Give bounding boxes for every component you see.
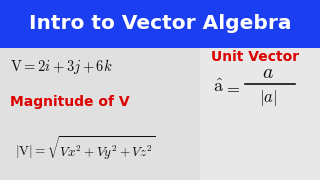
Text: $|\mathrm{V}| = \sqrt{Vx^2 + Vy^2 + Vz^2}$: $|\mathrm{V}| = \sqrt{Vx^2 + Vy^2 + Vz^2… xyxy=(15,134,156,162)
Text: $\mathrm{V} = 2i + 3j + 6k$: $\mathrm{V} = 2i + 3j + 6k$ xyxy=(10,57,113,76)
Text: $\hat{\mathrm{a}}$: $\hat{\mathrm{a}}$ xyxy=(212,78,223,96)
Text: Intro to Vector Algebra: Intro to Vector Algebra xyxy=(29,14,291,33)
Bar xyxy=(0,48,200,180)
Bar xyxy=(200,48,320,180)
Text: $a$: $a$ xyxy=(262,62,274,82)
Text: Magnitude of V: Magnitude of V xyxy=(10,95,130,109)
Text: $=$: $=$ xyxy=(224,78,240,96)
Bar xyxy=(0,0,320,48)
Text: $|a|$: $|a|$ xyxy=(259,88,277,108)
Text: Unit Vector: Unit Vector xyxy=(211,50,299,64)
